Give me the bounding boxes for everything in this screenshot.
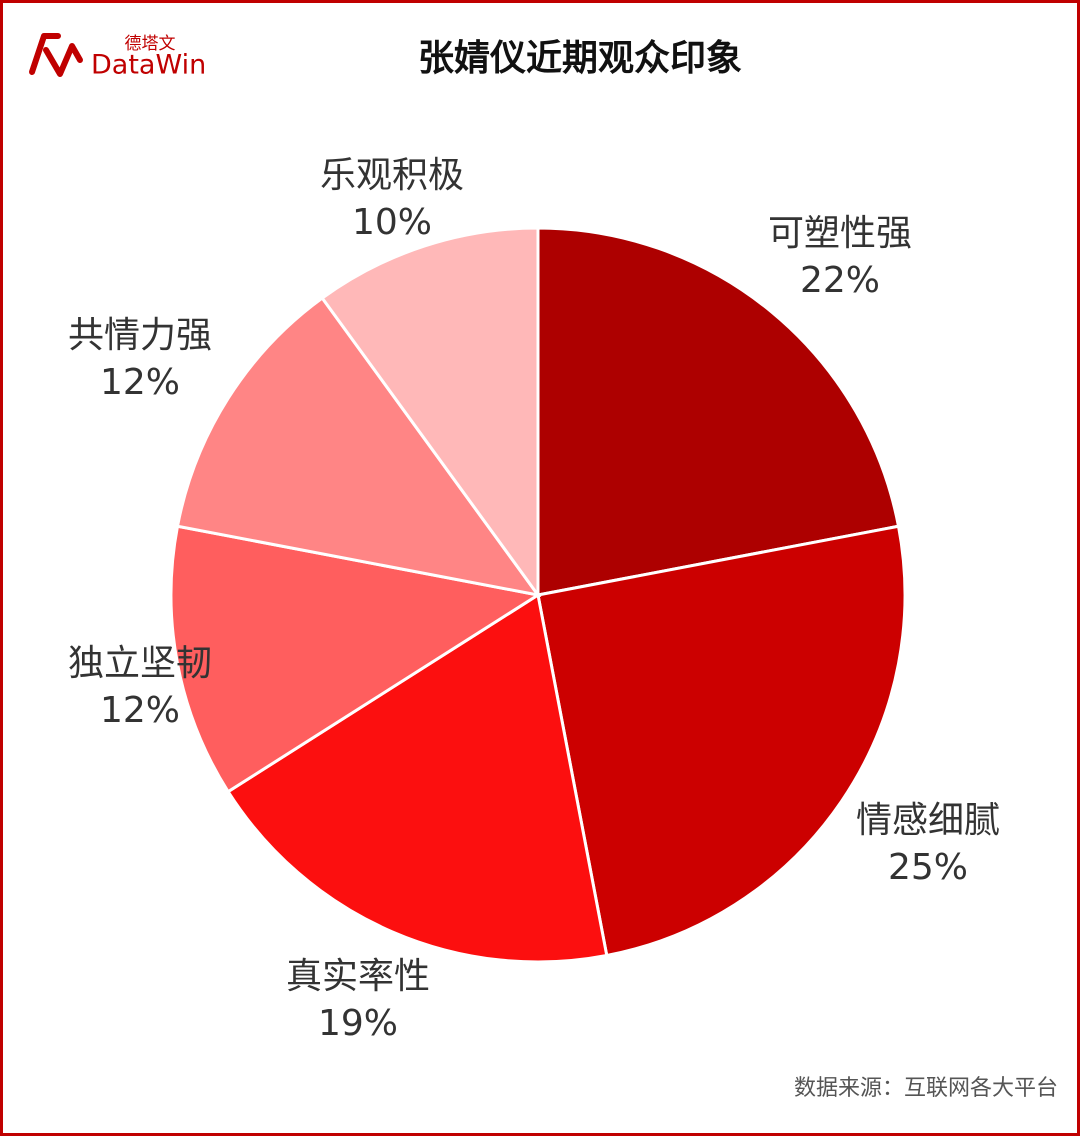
slice-value: 25% (888, 847, 968, 888)
logo-cn: 德塔文 (125, 34, 176, 54)
slice-label: 乐观积极 (320, 155, 464, 196)
logo: 德塔文 DataWin (29, 33, 206, 81)
logo-en: DataWin (91, 50, 206, 81)
slice-value: 22% (800, 260, 880, 301)
pie-slice (226, 592, 609, 964)
source: 数据来源：互联网各大平台 (794, 1076, 1058, 1101)
slice-value: 12% (100, 690, 180, 731)
pie-slice (536, 524, 907, 958)
pie-slice (320, 226, 540, 600)
pie-slice (175, 295, 542, 598)
pie-slice (169, 524, 543, 794)
slice-label: 独立坚韧 (68, 643, 212, 684)
slice-label: 情感细腻 (856, 800, 1000, 841)
slice-value: 19% (318, 1003, 398, 1044)
chart-title: 张婧仪近期观众印象 (418, 38, 742, 79)
slice-value: 10% (352, 202, 432, 243)
slice-label: 可塑性强 (768, 213, 912, 254)
slice-value: 12% (100, 362, 180, 403)
logo-mark (29, 33, 83, 77)
slice-label: 真实率性 (286, 956, 430, 997)
slice-label: 共情力强 (68, 315, 212, 356)
pie-slice (536, 226, 901, 597)
